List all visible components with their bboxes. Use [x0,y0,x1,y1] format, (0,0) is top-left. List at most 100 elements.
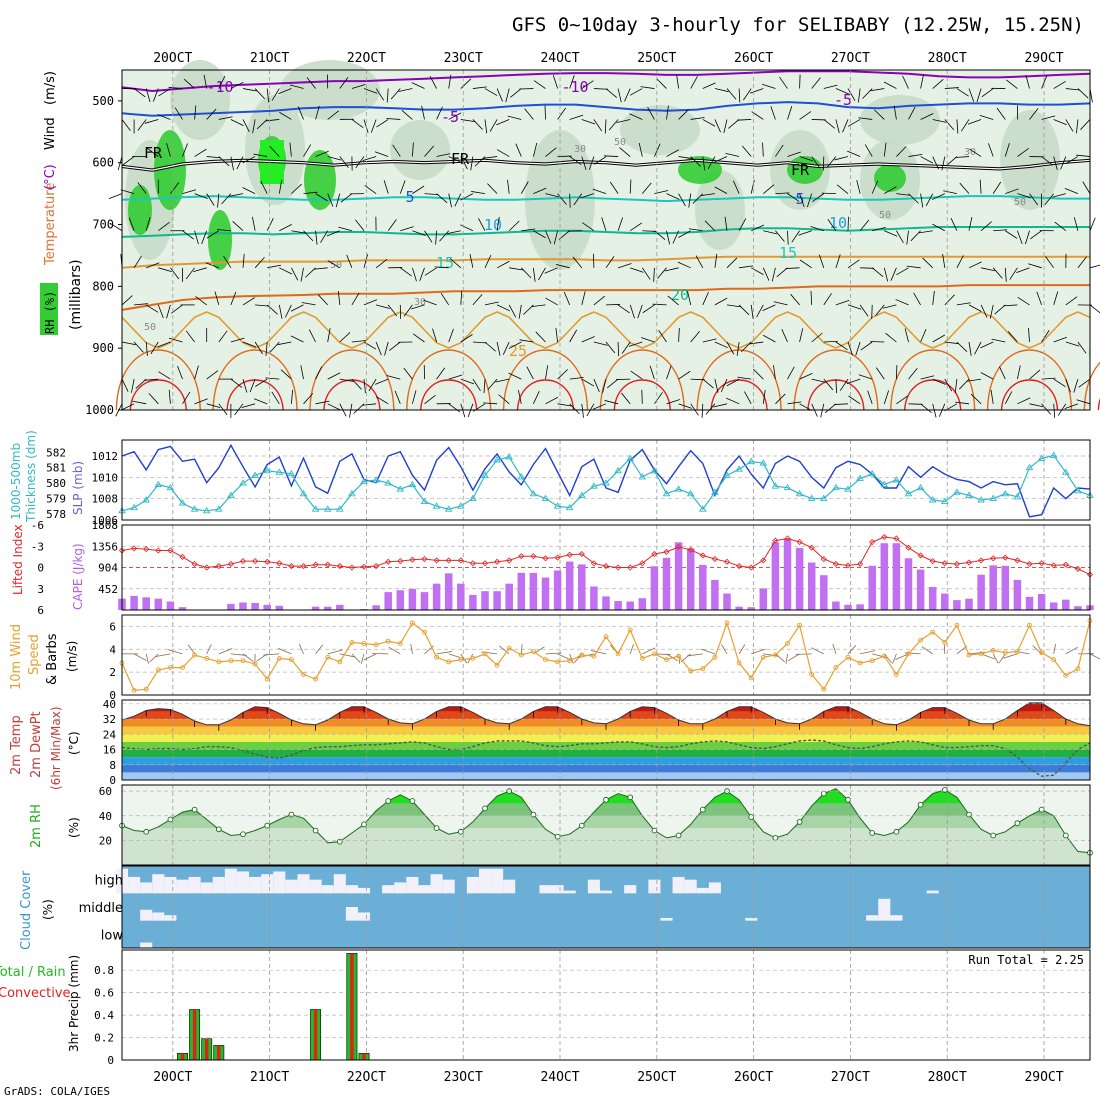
rh-point [845,796,851,803]
precip-tick-label: 0 [107,1054,114,1067]
wind-barb [317,294,328,306]
surface-wind-barb [327,649,343,655]
wind-barb [271,88,280,101]
wind-barb [242,156,256,164]
wind-barb [128,217,135,231]
wind-barb [230,156,234,171]
cape-bar [384,592,392,610]
rh-tick-label: 40 [99,810,112,823]
wind-barb [799,403,813,411]
wind-barb [182,143,188,157]
wind-barb [158,88,171,97]
wind-barb [932,334,946,343]
slp-tick-label: 1008 [92,493,119,506]
cape-bar [166,601,175,610]
lifted-index-point [530,553,537,560]
wind-barb [762,304,776,311]
lifted-index-point [857,560,864,568]
rh-contour-region [304,150,336,210]
precip-convective-bar [192,1009,197,1060]
wind-barb [1004,143,1010,157]
pressure-tick-label: 900 [92,341,114,355]
wind-barb [448,403,461,413]
cape-bar [541,577,550,610]
wind-barb [629,88,643,96]
wind-barb [968,216,973,231]
cape-bar [747,607,755,610]
lifted-index-point [784,535,791,542]
wind-barb [883,142,887,157]
lifted-index-point [796,538,803,546]
rh-legend-swatch [40,283,58,335]
wind-barb [436,106,443,120]
lifted-index-point [663,548,670,555]
wind-barb [979,179,982,194]
wind-barb [862,88,873,99]
wind-barb [232,221,244,232]
thickness-point [505,453,513,460]
wind-barb [629,179,632,194]
cape-bar [820,575,828,610]
surface-wind-barb [388,646,401,655]
cape-bar [505,583,513,610]
wind-barb [242,119,250,133]
wind-barb [242,297,256,306]
wind-barb [230,337,245,343]
thickness-point [699,505,707,512]
wind-barb [672,230,679,244]
wind-barb [811,378,826,383]
wind-barb [1007,331,1018,343]
wind-speed-point [857,660,863,666]
wind-barb [707,156,716,169]
cloud-bar [696,887,709,894]
wind-barb [174,107,183,120]
wind-barb [435,230,437,245]
wind-barb [932,403,937,418]
isotherm-line [121,195,1090,203]
wind-speed-point [397,641,403,647]
rh-point [796,819,803,825]
thickness-point [1049,451,1058,458]
wind-barb [230,81,244,89]
wind-speed-point [664,657,669,663]
wind-barb [412,390,417,404]
wind-barb [401,109,413,120]
wind-barb [131,379,135,393]
surface-wind-barb [1032,645,1042,655]
wind-barb [666,149,679,157]
wind-barb [545,297,558,306]
wind-barb [194,365,199,380]
wind-barb [148,393,159,405]
wind-barb [918,230,933,234]
wind-barb [932,378,946,385]
wind-barb [386,118,401,120]
rh-point [312,827,319,834]
temp-band [122,764,1090,773]
lifted-index-point [469,560,476,567]
wind-barb [326,230,340,237]
wind-speed-point [1039,650,1045,656]
cloud-bar [236,871,250,894]
precip-convective-bar [217,1045,221,1060]
wind-barb [278,304,283,319]
wind-barb [313,267,328,270]
wind-barb [810,226,824,232]
wind-barb [835,379,838,394]
wind-barb [134,303,149,306]
wind-barb [738,218,747,231]
wind-barb [654,190,669,195]
wind-barb [988,143,994,157]
wind-barb [291,230,306,234]
wind-barb [1005,188,1019,195]
wind-barb [545,193,560,198]
cape-bar [1049,602,1058,610]
cloud-bar [188,876,201,894]
temp-tick-label: 32 [103,713,116,726]
wind-barb [1065,156,1079,165]
wind-barb [496,216,500,231]
wind-barb [846,378,861,385]
wind-speed-point [1014,649,1020,655]
thickness-unit-label: Thickness (dm) [24,430,38,523]
wind-barb [252,216,256,231]
